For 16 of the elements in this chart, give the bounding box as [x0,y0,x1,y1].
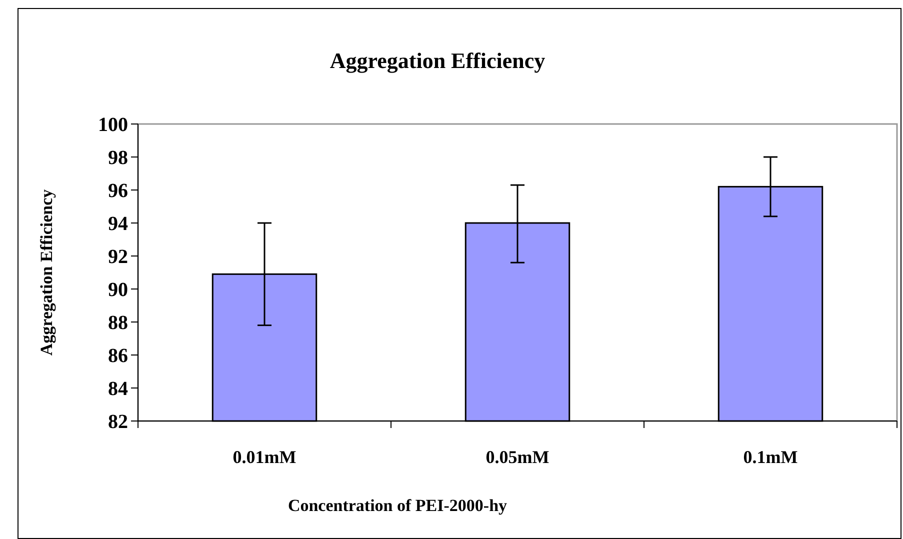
y-tick-label: 96 [108,180,128,202]
y-tick-label: 98 [108,147,128,169]
chart-title: Aggregation Efficiency [330,48,546,73]
x-tick-label: 0.1mM [743,447,798,467]
y-tick-label: 90 [108,279,128,301]
y-tick-label: 86 [108,345,128,367]
x-tick-label: 0.01mM [232,447,296,467]
x-tick-label: 0.05mM [486,447,550,467]
y-tick-label: 100 [98,114,128,136]
y-tick-label: 94 [108,213,128,235]
y-axis-title: Aggregation Efficiency [37,188,56,356]
x-axis-title: Concentration of PEI-2000-hy [288,496,508,515]
y-tick-label: 88 [108,312,128,334]
y-tick-label: 84 [108,378,128,400]
y-tick-label: 82 [108,411,128,433]
y-tick-label: 92 [108,246,128,268]
